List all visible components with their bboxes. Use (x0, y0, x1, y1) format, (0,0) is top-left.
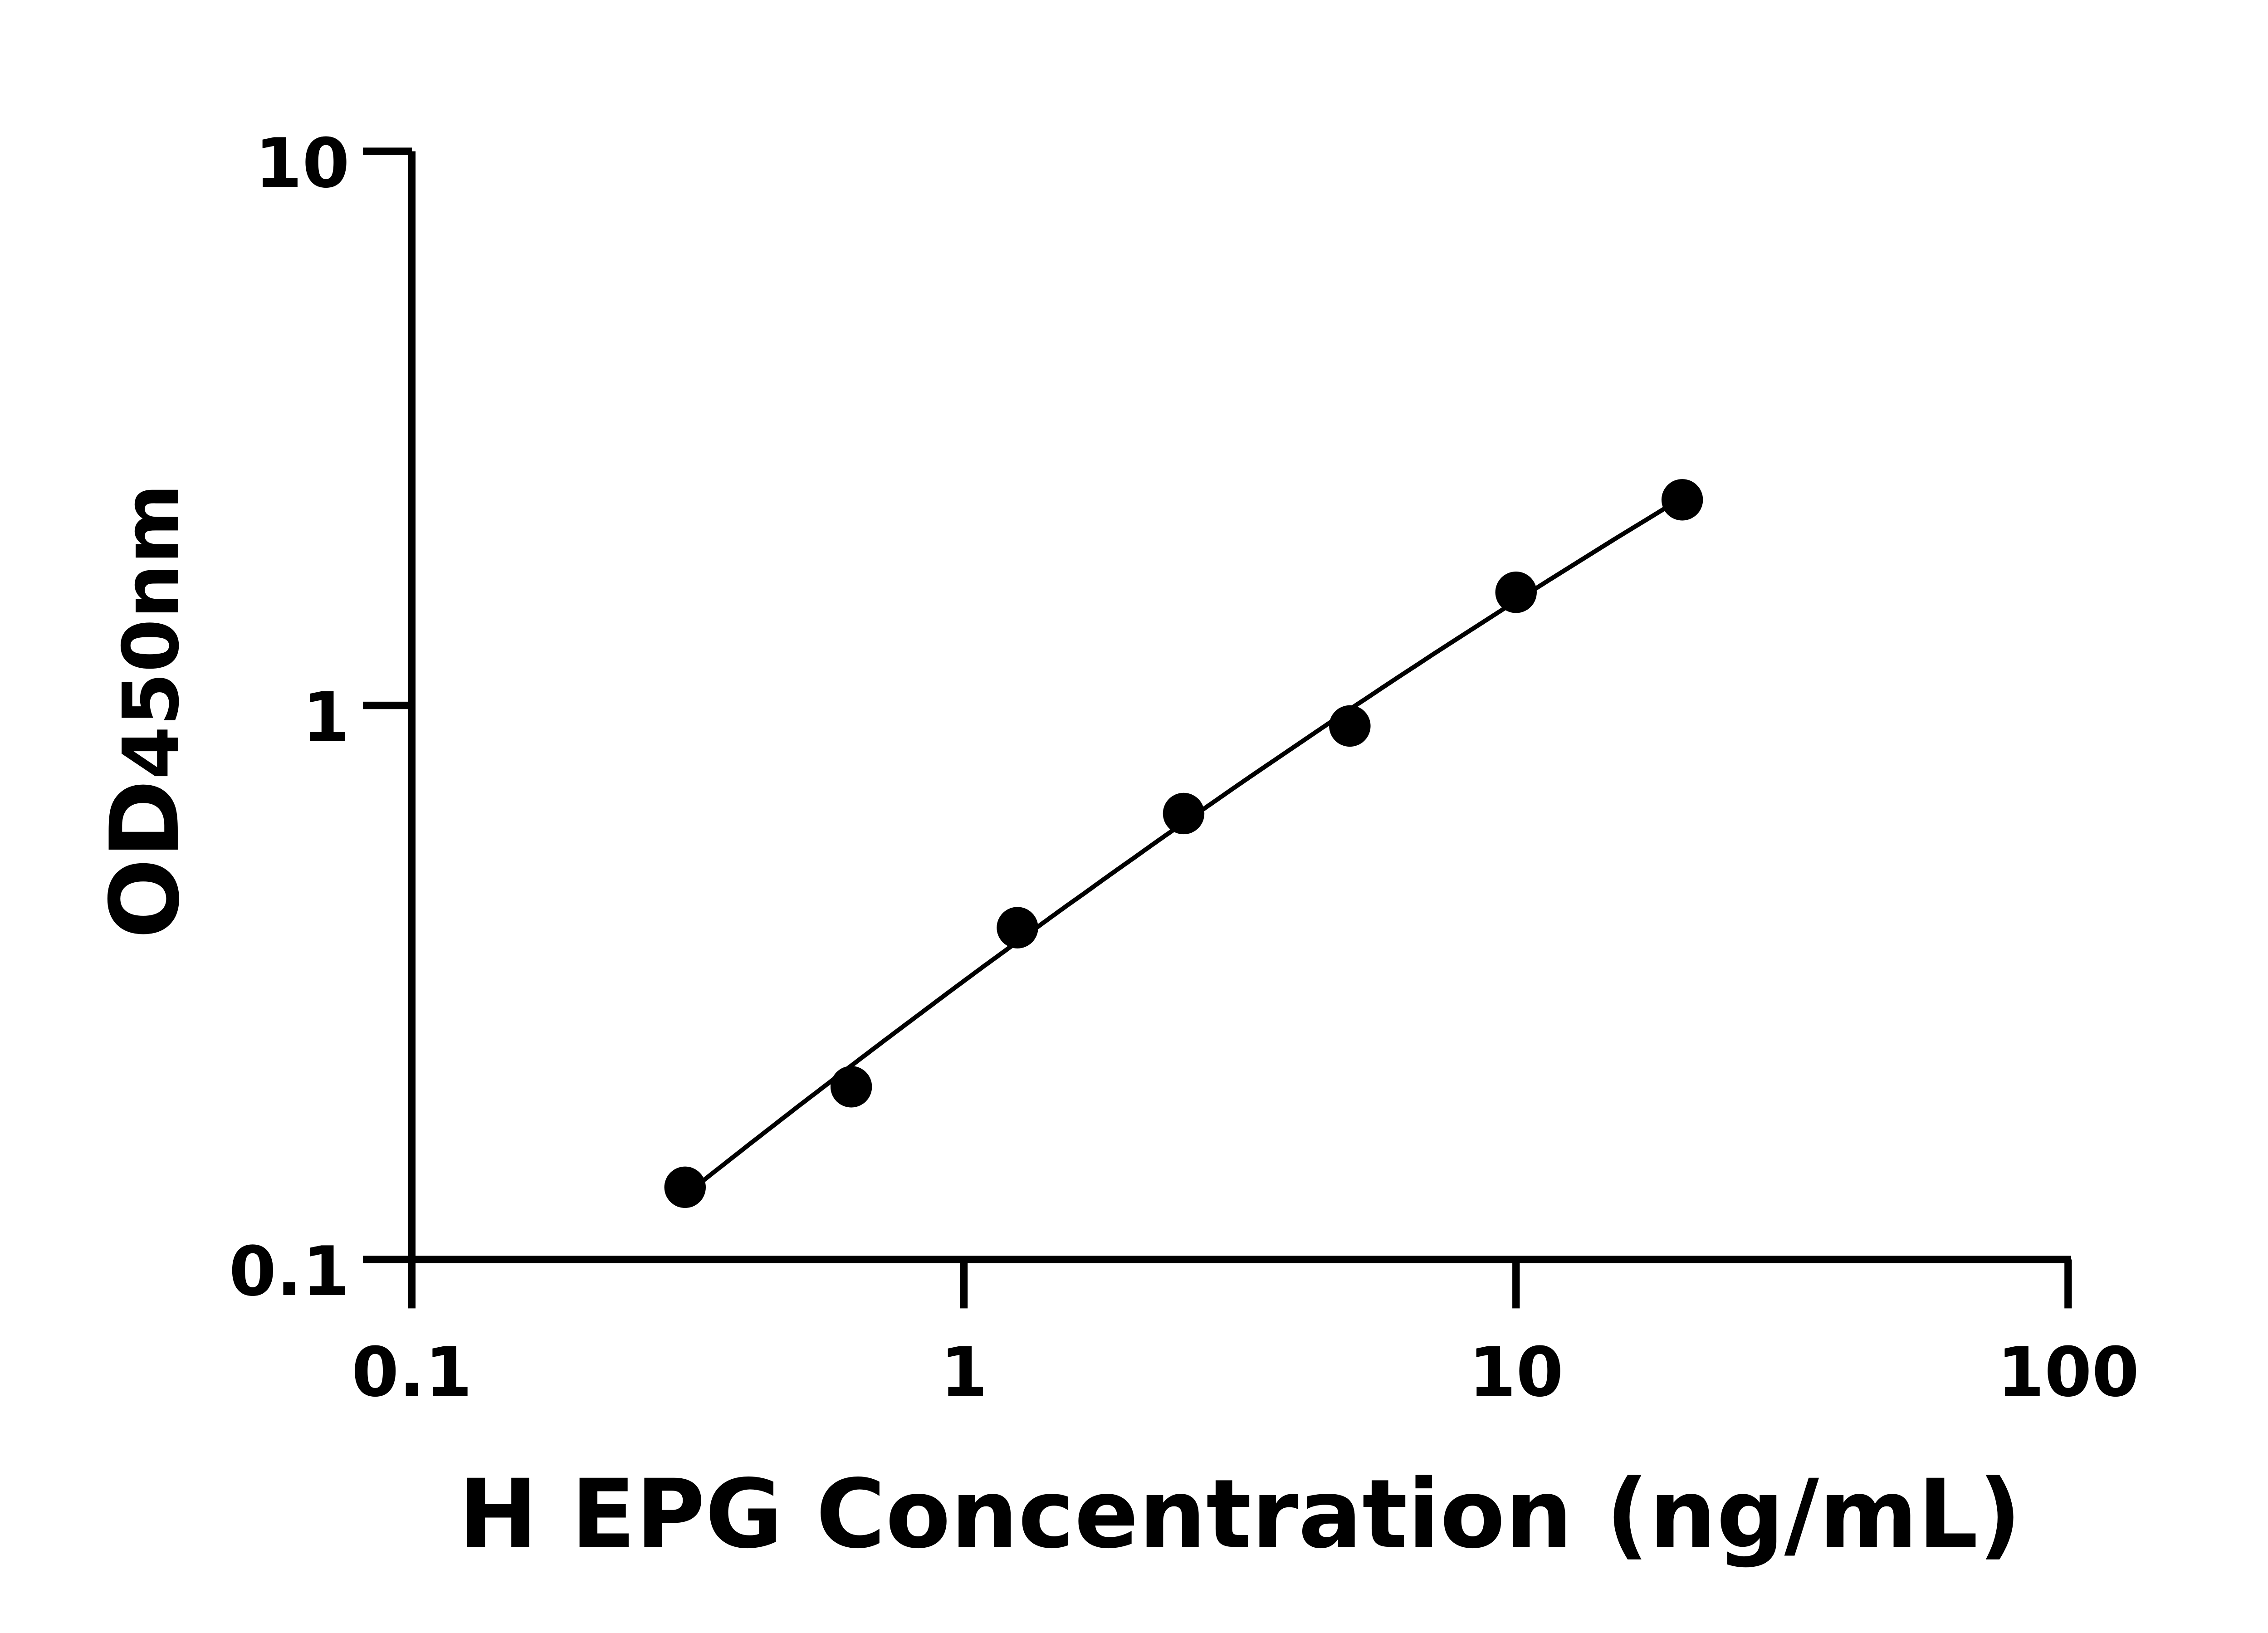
y-tick-labels: 0.1 1 10 (229, 124, 350, 1311)
data-point (1661, 479, 1703, 521)
svg-text:OD450nm: OD450nm (90, 484, 200, 939)
y-tick-label: 10 (255, 124, 350, 203)
y-axis-label: OD450nm (90, 484, 200, 939)
x-tick-label: 0.1 (352, 1333, 472, 1412)
data-point (1329, 705, 1371, 747)
y-axis-label-sub: 450nm (107, 484, 196, 779)
data-point (1163, 792, 1205, 835)
y-axis-label-main: OD (90, 780, 200, 939)
data-point (1495, 571, 1537, 613)
axes (363, 147, 2072, 1309)
x-tick-label: 10 (1469, 1333, 1564, 1412)
y-tick-label: 1 (302, 678, 350, 757)
data-point (997, 907, 1038, 949)
data-point (830, 1066, 872, 1108)
x-tick-label: 100 (1997, 1333, 2140, 1412)
x-axis-label: H EPG Concentration (ng/mL) (459, 1459, 2022, 1569)
data-point (664, 1166, 706, 1208)
x-tick-label: 1 (940, 1333, 988, 1412)
y-tick-label: 0.1 (229, 1232, 350, 1311)
data-points (664, 479, 1703, 1208)
x-tick-labels: 0.1 1 10 100 (352, 1333, 2139, 1412)
